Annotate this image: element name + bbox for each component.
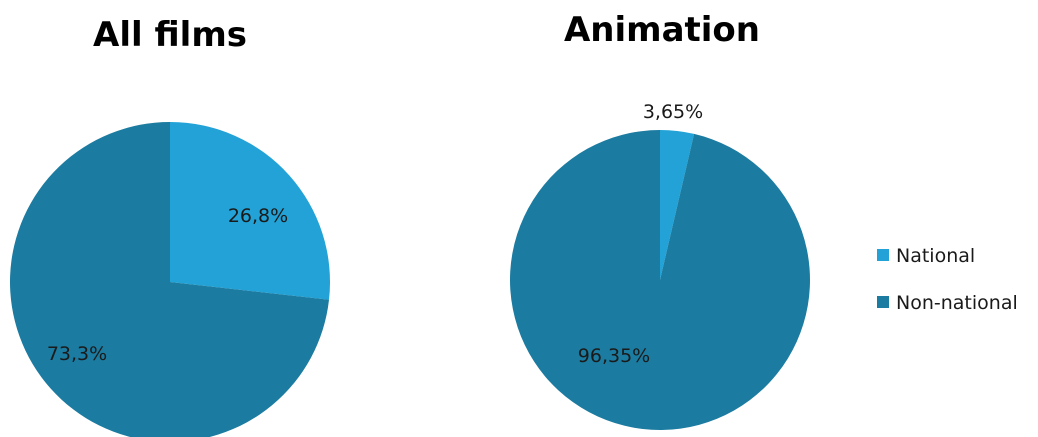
slice-label-all-films-non-national: 73,3% bbox=[47, 343, 107, 365]
pie-slices-animation bbox=[510, 130, 810, 430]
slice-label-animation-national: 3,65% bbox=[643, 101, 703, 123]
chart-all-films: All films 26,8% 73,3% bbox=[10, 15, 330, 437]
pie-slices-all-films bbox=[10, 122, 330, 437]
legend-label-non-national: Non-national bbox=[896, 292, 1018, 314]
chart-animation: Animation 3,65% 96,35% bbox=[510, 10, 810, 430]
legend-label-national: National bbox=[896, 245, 975, 267]
legend-swatch-non-national bbox=[877, 296, 889, 308]
chart-title-animation: Animation bbox=[564, 10, 760, 50]
pie-slice-animation-non-national bbox=[510, 130, 810, 430]
pie-slice-all-films-national bbox=[170, 122, 330, 300]
pie-slice-animation-national bbox=[660, 130, 695, 280]
slice-label-all-films-national: 26,8% bbox=[228, 205, 288, 227]
chart-title-all-films: All films bbox=[93, 15, 247, 55]
pie-slice-all-films-non-national bbox=[10, 122, 330, 437]
slice-label-animation-non-national: 96,35% bbox=[578, 345, 650, 367]
legend-swatch-national bbox=[877, 249, 889, 261]
legend: National Non-national bbox=[877, 245, 1018, 314]
